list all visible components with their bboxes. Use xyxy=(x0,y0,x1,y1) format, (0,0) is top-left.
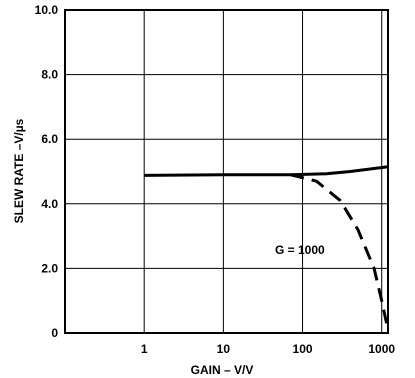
series-line-dashed xyxy=(289,173,390,331)
series-line-solid xyxy=(144,165,389,177)
y-axis-label: SLEW RATE –V/µs xyxy=(12,118,26,223)
y-tick-labels: 0 2.0 4.0 6.0 8.0 10.0 xyxy=(35,3,59,340)
x-axis-label: GAIN – V/V xyxy=(191,363,254,377)
y-tick-label: 10.0 xyxy=(35,3,59,17)
x-tick-label: 1 xyxy=(141,342,148,356)
series-lines xyxy=(144,165,390,331)
y-tick-label: 4.0 xyxy=(41,197,58,211)
x-tick-label: 100 xyxy=(293,342,313,356)
annotation-g-1000: G = 1000 xyxy=(275,243,325,257)
plot-frame xyxy=(64,9,389,334)
y-tick-label: 0 xyxy=(51,326,58,340)
x-tick-label: 10 xyxy=(217,342,231,356)
y-tick-label: 8.0 xyxy=(41,68,58,82)
y-tick-label: 6.0 xyxy=(41,132,58,146)
x-tick-label: 1000 xyxy=(368,342,395,356)
y-tick-label: 2.0 xyxy=(41,261,58,275)
x-tick-labels: 1 10 100 1000 xyxy=(141,342,396,356)
